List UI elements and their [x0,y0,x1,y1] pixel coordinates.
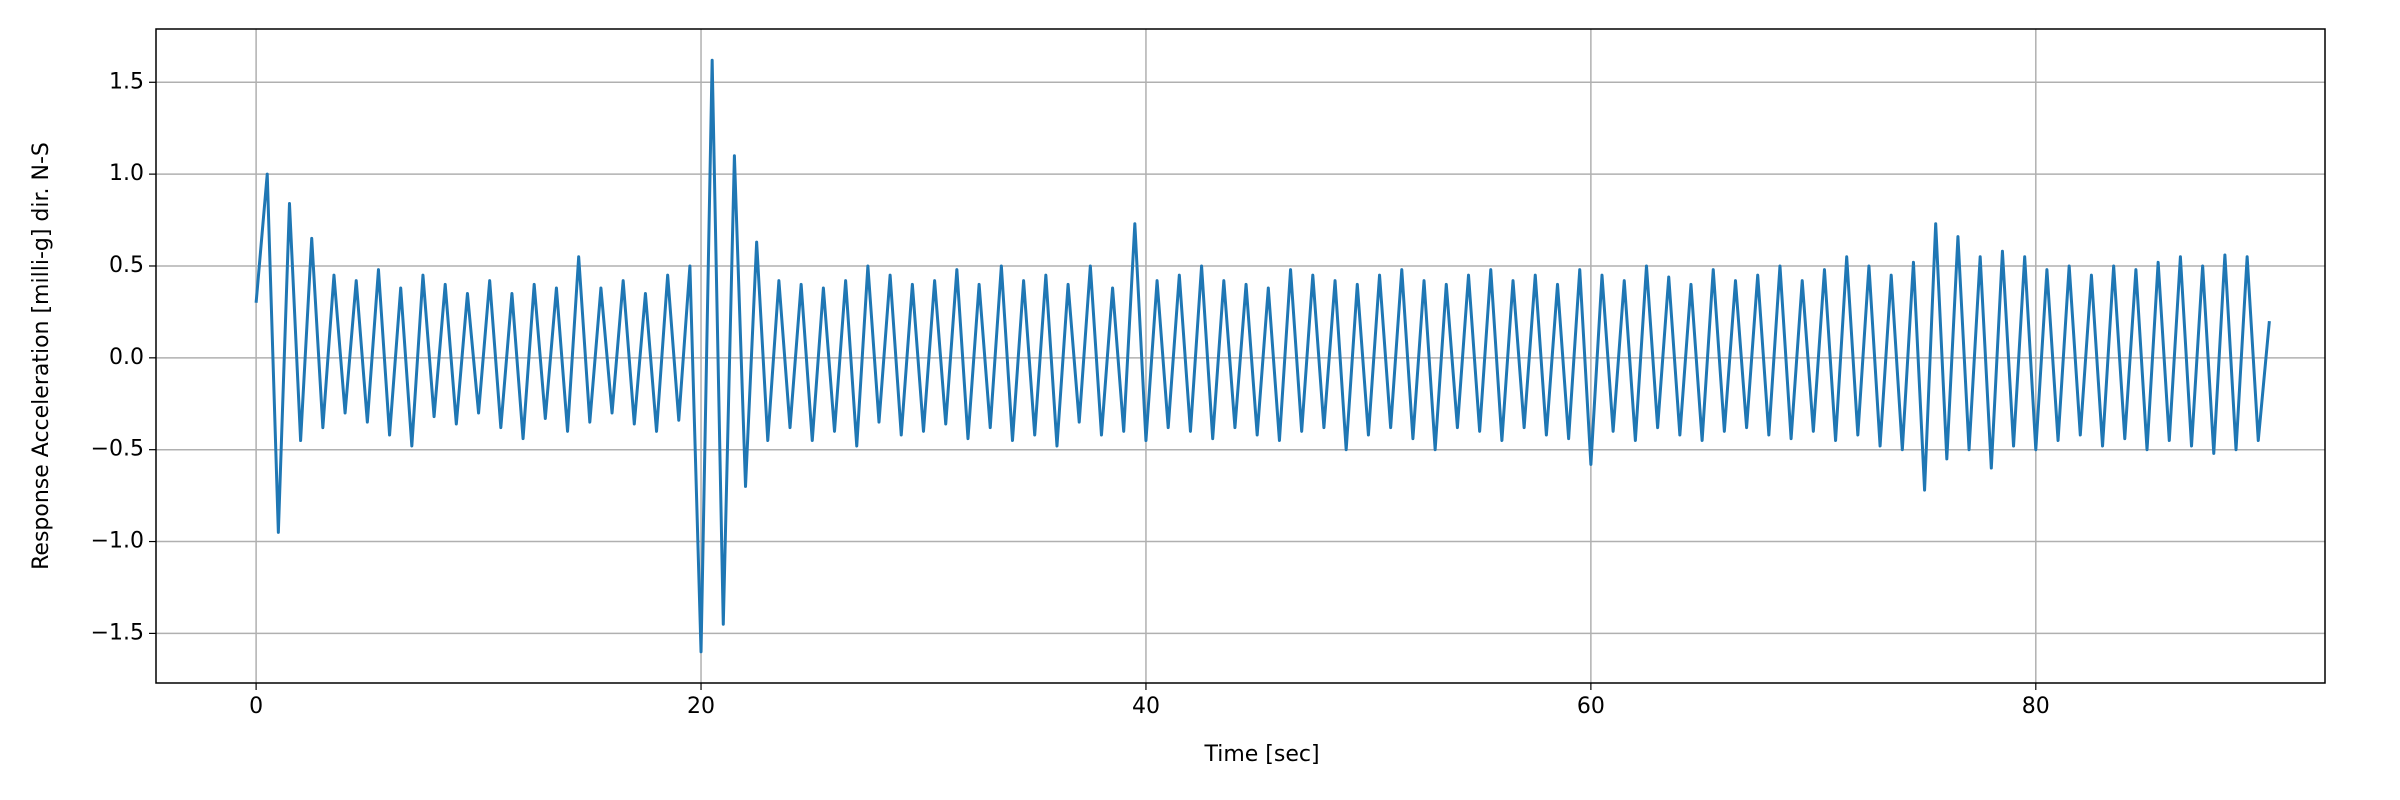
y-tick-label: −0.5 [91,437,144,462]
y-axis-label: Response Acceleration [milli-g] dir. N-S [29,142,54,570]
y-tick-label: 0.0 [109,345,144,370]
x-tick-label: 0 [249,694,263,719]
y-tick-label: 1.5 [109,69,144,94]
line [254,58,2271,654]
x-tick-label: 60 [1577,694,1605,719]
y-tick-label: 0.5 [109,253,144,278]
y-tick-label: −1.5 [91,620,144,645]
y-tick-label: −1.0 [91,529,144,554]
x-tick-label: 40 [1132,694,1160,719]
x-tick-label: 20 [687,694,715,719]
y-tick-label: 1.0 [109,161,144,186]
plot-frame [155,28,2326,684]
x-tick-label: 80 [2022,694,2050,719]
x-axis-label: Time [sec] [1203,742,1319,767]
